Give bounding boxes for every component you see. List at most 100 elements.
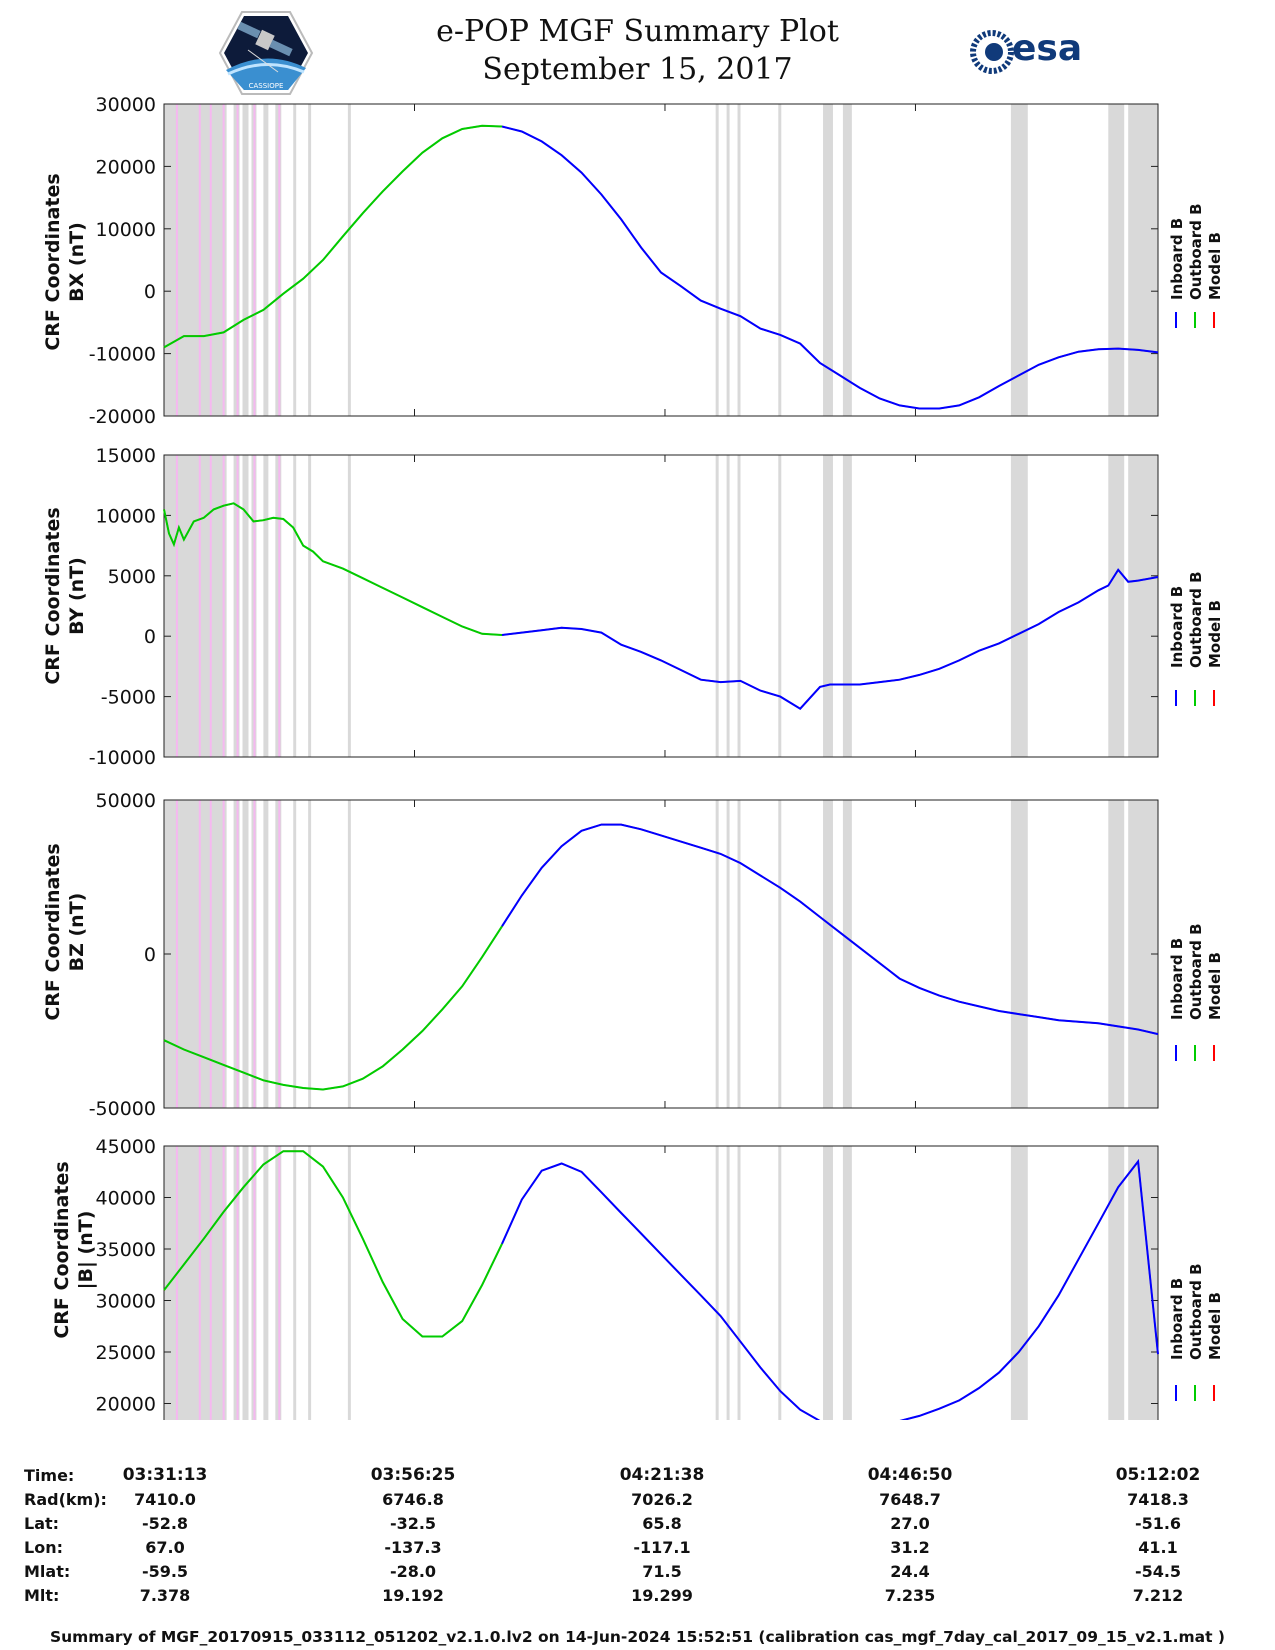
rad-value: 7026.2 bbox=[631, 1490, 693, 1509]
gap-shading bbox=[1010, 800, 1028, 1108]
panel-bmag: 15000200002500030000350004000045000 bbox=[96, 1136, 1215, 1420]
y-tick-label: -50000 bbox=[89, 1098, 156, 1120]
gap-shading bbox=[778, 800, 782, 1108]
lon-value: -117.1 bbox=[633, 1538, 691, 1557]
cassiope-logo-text: CASSIOPE bbox=[249, 82, 284, 90]
panel-bx: -20000 -10000 0 10000 20000 30000 bbox=[89, 94, 1215, 428]
y-tick-label: 15000 bbox=[96, 445, 156, 467]
mlat-value: -54.5 bbox=[1134, 1562, 1182, 1581]
mode-marker bbox=[222, 800, 225, 1108]
gap-shading bbox=[347, 1146, 351, 1420]
y-tick-label: 5000 bbox=[108, 566, 156, 588]
gap-shading bbox=[308, 1146, 312, 1420]
gap-shading bbox=[308, 455, 312, 757]
gap-shading bbox=[263, 1146, 269, 1420]
mode-marker bbox=[209, 800, 212, 1108]
legend-bz: Inboard B Outboard B Model B bbox=[1168, 923, 1224, 1020]
mlat-value: 71.5 bbox=[642, 1562, 682, 1581]
gap-shading bbox=[347, 800, 351, 1108]
gap-shading bbox=[242, 455, 249, 757]
mode-marker bbox=[253, 104, 256, 416]
y-tick-label: -10000 bbox=[89, 344, 156, 366]
mode-marker bbox=[175, 800, 178, 1108]
rad-value: 6746.8 bbox=[382, 1490, 444, 1509]
y-tick-label: 0 bbox=[144, 626, 156, 648]
plot-frame bbox=[163, 454, 1159, 758]
mode-marker bbox=[175, 455, 178, 757]
model-b-line bbox=[163, 823, 1159, 1091]
gap-shading bbox=[726, 455, 730, 757]
y-tick-label: 30000 bbox=[96, 94, 156, 116]
y-tick-label: 30000 bbox=[96, 1291, 156, 1313]
y-tick-label: 40000 bbox=[96, 1188, 156, 1210]
gap-shading bbox=[293, 800, 297, 1108]
gap-shading bbox=[347, 104, 351, 416]
mode-marker bbox=[198, 800, 201, 1108]
gap-shading bbox=[778, 455, 782, 757]
mode-marker bbox=[236, 1146, 239, 1420]
ephemeris-label-rad: Rad(km): bbox=[24, 1490, 107, 1509]
panel-by: -10000 -5000 0 5000 10000 15000 bbox=[89, 445, 1215, 769]
gap-shading bbox=[242, 104, 249, 416]
mode-marker bbox=[222, 1146, 225, 1420]
y-tick-label: 20000 bbox=[96, 156, 156, 178]
outboard-b-line bbox=[163, 925, 503, 1091]
rad-value: 7410.0 bbox=[134, 1490, 196, 1509]
mlt-value: 7.212 bbox=[1132, 1586, 1184, 1605]
plot-frame bbox=[163, 1145, 1159, 1420]
mode-marker bbox=[278, 800, 281, 1108]
mode-marker bbox=[198, 104, 201, 416]
lat-value: 65.8 bbox=[642, 1514, 682, 1533]
mode-marker bbox=[209, 104, 212, 416]
gap-shading bbox=[842, 104, 852, 416]
y-tick-label: 45000 bbox=[96, 1136, 156, 1158]
plot-frame bbox=[163, 799, 1159, 1109]
gap-shading bbox=[263, 800, 269, 1108]
legend-bmag: Inboard B Outboard B Model B bbox=[1168, 1263, 1224, 1360]
gap-shading bbox=[778, 1146, 782, 1420]
time-tick-label: 03:56:25 bbox=[370, 1465, 456, 1485]
gap-shading bbox=[823, 104, 833, 416]
bmag-ylabel: CRF Coordinates |B| (nT) bbox=[51, 1161, 97, 1339]
gap-shading bbox=[778, 104, 782, 416]
lat-value: 27.0 bbox=[890, 1514, 930, 1533]
gap-shading bbox=[737, 104, 741, 416]
mode-marker bbox=[236, 104, 239, 416]
gap-shading bbox=[242, 1146, 249, 1420]
gap-shading bbox=[1108, 104, 1125, 416]
y-tick-label: 50000 bbox=[96, 790, 156, 812]
mode-marker bbox=[236, 800, 239, 1108]
model-b-line bbox=[163, 124, 1159, 410]
cassiope-logo: CASSIOPE bbox=[218, 11, 314, 95]
gap-shading bbox=[842, 800, 852, 1108]
mode-marker bbox=[222, 104, 225, 416]
mode-marker bbox=[175, 1146, 178, 1420]
mode-marker bbox=[198, 455, 201, 757]
rad-value: 7648.7 bbox=[879, 1490, 941, 1509]
plot-title: e-POP MGF Summary Plot bbox=[436, 14, 839, 49]
gap-shading bbox=[308, 104, 312, 416]
gap-shading bbox=[737, 455, 741, 757]
gap-shading bbox=[164, 800, 227, 1108]
mode-marker bbox=[253, 800, 256, 1108]
mode-marker bbox=[253, 1146, 256, 1420]
rad-value: 7418.3 bbox=[1127, 1490, 1189, 1509]
footer-caption: Summary of MGF_20170915_033112_051202_v2… bbox=[49, 1628, 1226, 1646]
lat-value: -32.5 bbox=[389, 1514, 437, 1533]
lat-value: -51.6 bbox=[1134, 1514, 1182, 1533]
plot-frame bbox=[163, 103, 1159, 417]
gap-shading bbox=[823, 800, 833, 1108]
gap-shading bbox=[293, 104, 297, 416]
gap-shading bbox=[715, 455, 719, 757]
gap-shading bbox=[1010, 455, 1028, 757]
by-ylabel: CRF Coordinates BY (nT) bbox=[42, 507, 88, 685]
outboard-b-line bbox=[163, 1150, 503, 1338]
gap-shading bbox=[1108, 455, 1125, 757]
plot-date: September 15, 2017 bbox=[482, 52, 793, 87]
plots-area: -20000-100000100002000030000-10000-50000… bbox=[89, 94, 1215, 1420]
esa-wordmark: esa bbox=[1012, 28, 1083, 69]
gap-shading bbox=[293, 1146, 297, 1420]
lon-value: -137.3 bbox=[384, 1538, 442, 1557]
gap-shading bbox=[263, 104, 269, 416]
